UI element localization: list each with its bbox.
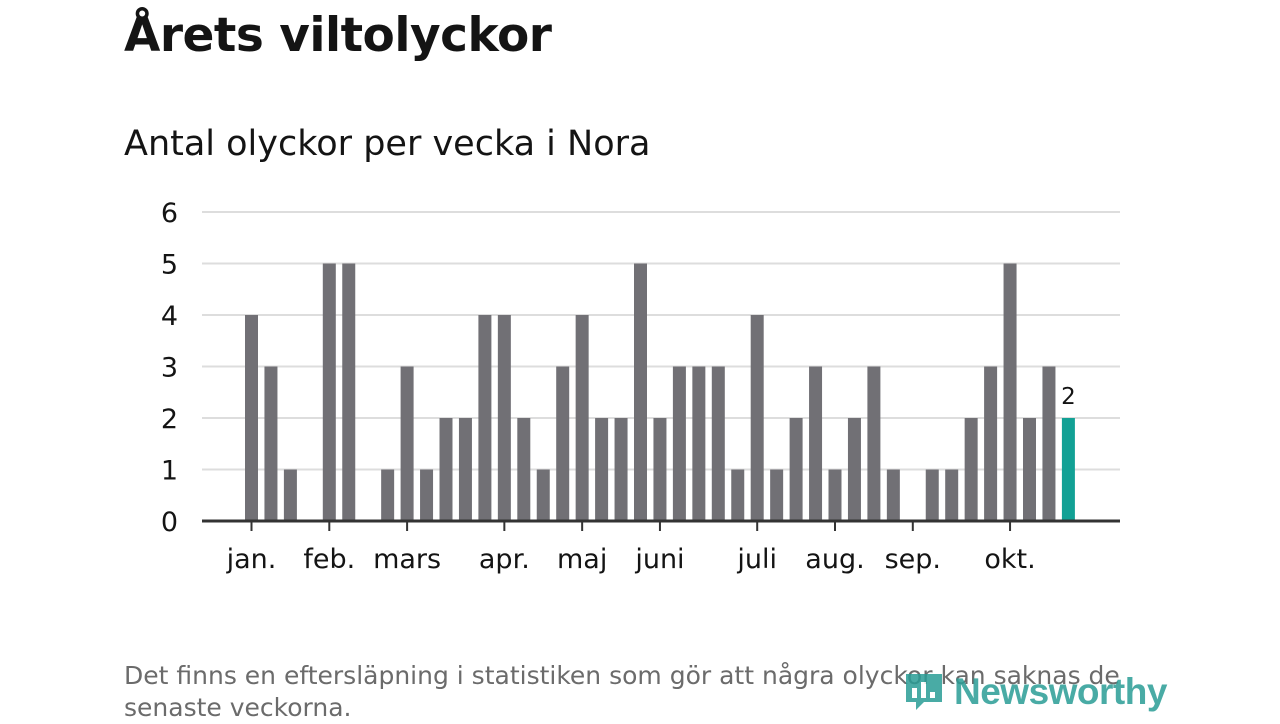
- x-tick-label: juli: [736, 544, 777, 575]
- bar: [439, 418, 453, 521]
- bar: [711, 366, 725, 521]
- bar: [886, 469, 900, 521]
- bar: [672, 366, 686, 521]
- bar: [342, 263, 356, 521]
- bar: [1003, 263, 1017, 521]
- chart-title: Årets viltolyckor: [124, 8, 552, 63]
- data-label-last: 2: [1061, 384, 1076, 410]
- x-tick-label: apr.: [479, 544, 530, 575]
- y-tick-label: 6: [161, 198, 178, 229]
- bar: [809, 366, 823, 521]
- y-tick-label: 1: [161, 456, 178, 487]
- bar: [964, 418, 978, 521]
- bar: [634, 263, 647, 521]
- y-tick-label: 0: [161, 507, 178, 538]
- y-axis-ticks: 0 1 2 3 4 5 6: [161, 198, 178, 538]
- x-tick-label: jan.: [226, 544, 277, 575]
- bar: [245, 315, 258, 521]
- bar: [556, 366, 570, 521]
- y-tick-label: 4: [161, 301, 178, 332]
- bar: [692, 366, 706, 521]
- bar: [1042, 366, 1056, 521]
- bar: [283, 469, 297, 521]
- logo-text: Newsworthy: [954, 671, 1167, 712]
- bar: [750, 315, 764, 521]
- x-tick-label: feb.: [303, 544, 355, 575]
- bar: [595, 418, 609, 521]
- bar-chart-speech-bubble-icon: [906, 674, 942, 710]
- bar: [828, 469, 842, 521]
- bar: [575, 315, 589, 521]
- x-tick-label: mars: [373, 544, 441, 575]
- bar: [789, 418, 803, 521]
- bar: [925, 469, 939, 521]
- x-axis-month-labels: jan. feb. mars apr. maj juni juli aug. sep. okt.: [226, 521, 1036, 575]
- bar: [653, 418, 667, 521]
- x-tick-label: juni: [634, 544, 684, 575]
- bar: [867, 366, 881, 521]
- x-tick-label: okt.: [984, 544, 1035, 575]
- bar: [322, 263, 336, 521]
- y-tick-label: 5: [161, 250, 178, 281]
- bar: [731, 469, 745, 521]
- bar: [400, 366, 414, 521]
- bar: [536, 469, 550, 521]
- bars: [245, 263, 1075, 521]
- bar: [517, 418, 531, 521]
- bar: [264, 366, 278, 521]
- bar: [497, 315, 511, 521]
- x-tick-label: maj: [557, 544, 607, 575]
- y-tick-label: 3: [161, 353, 178, 384]
- bar: [847, 418, 861, 521]
- y-tick-label: 2: [161, 404, 178, 435]
- bar: [614, 418, 628, 521]
- chart-subtitle: Antal olyckor per vecka i Nora: [124, 124, 651, 164]
- newsworthy-logo: Newsworthy: [902, 670, 1167, 714]
- bar: [945, 469, 959, 521]
- bar: [770, 469, 784, 521]
- x-tick-label: sep.: [885, 544, 941, 575]
- bar: [1023, 418, 1036, 521]
- bar: [478, 315, 492, 521]
- bar: [420, 469, 434, 521]
- data-labels: 2: [1061, 384, 1076, 410]
- bar: [1061, 418, 1075, 521]
- bar: [984, 366, 998, 521]
- footnote: Det finns en eftersläpning i statistiken…: [124, 661, 1120, 722]
- bar: [381, 469, 395, 521]
- bar: [458, 418, 472, 521]
- x-tick-label: aug.: [805, 544, 864, 575]
